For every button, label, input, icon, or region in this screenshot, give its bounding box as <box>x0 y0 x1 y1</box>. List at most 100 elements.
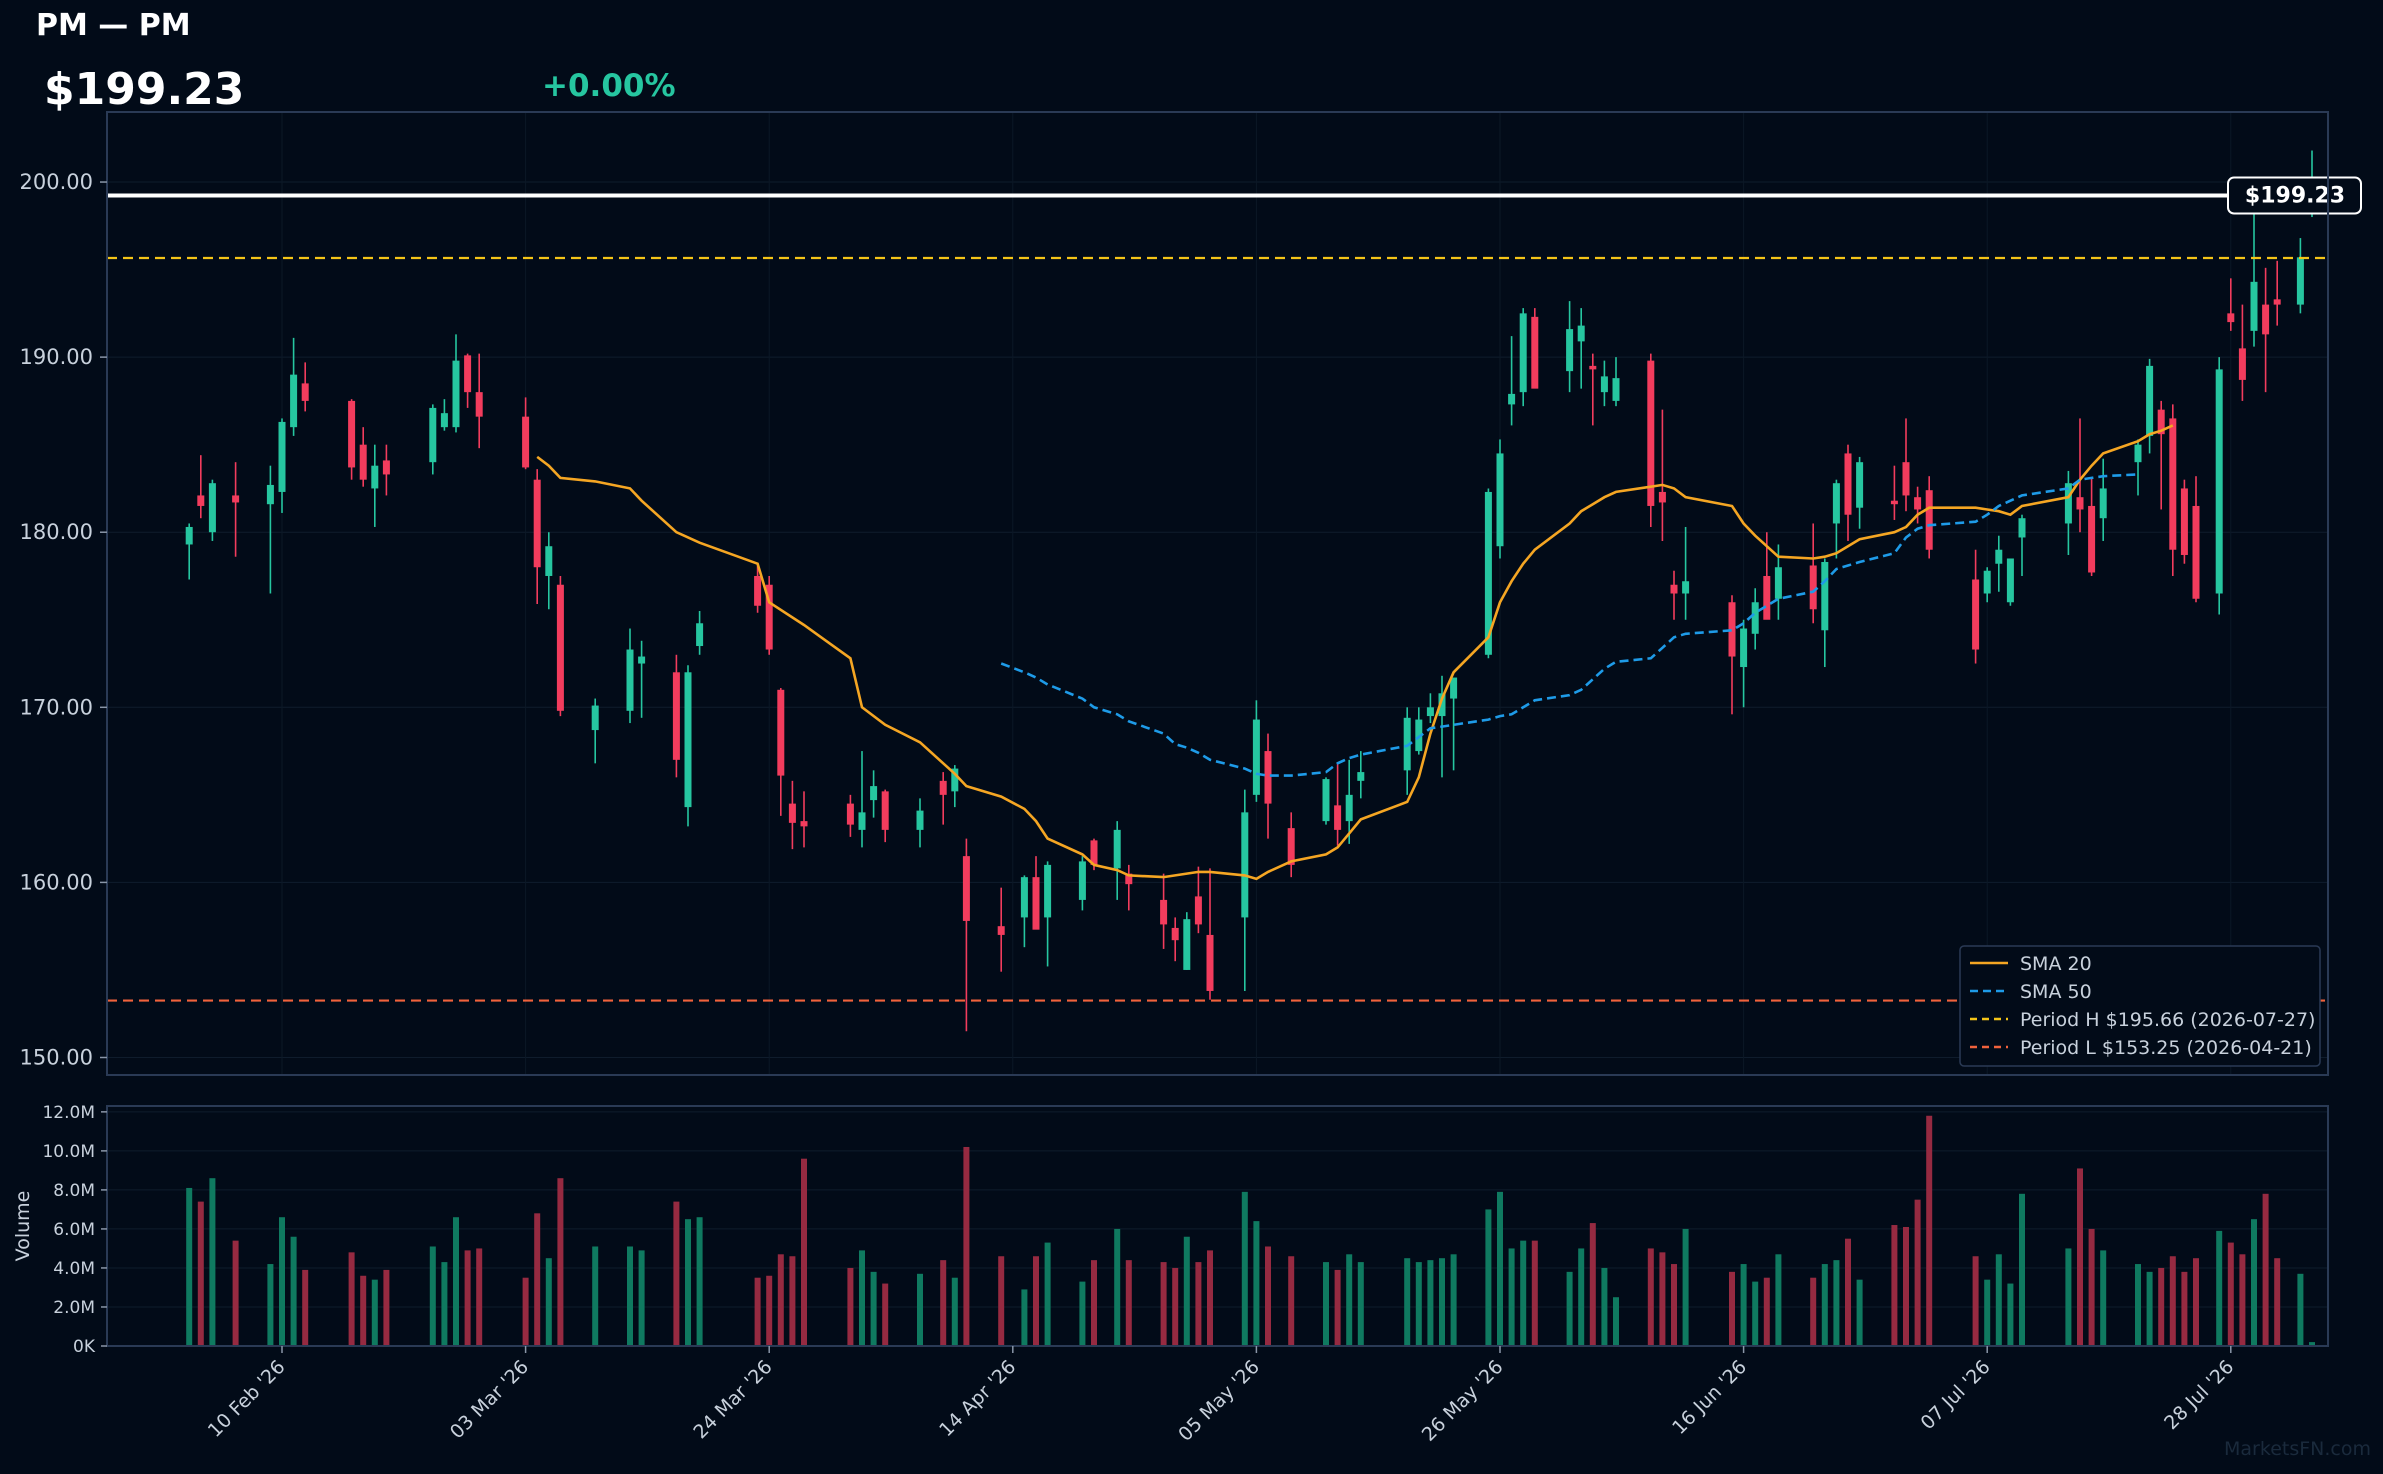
candle-body <box>2250 281 2258 331</box>
candle-body <box>452 360 460 428</box>
candle-body <box>1600 376 1608 393</box>
candle-body <box>197 495 205 506</box>
candle-body <box>696 623 704 647</box>
volume-bar <box>1091 1260 1097 1346</box>
volume-bar <box>197 1201 204 1346</box>
volume-bar <box>1357 1262 1364 1346</box>
volume-bar <box>940 1260 947 1346</box>
volume-bar <box>1450 1254 1457 1346</box>
volume-bar <box>1485 1209 1492 1346</box>
volume-bar <box>1729 1271 1735 1346</box>
volume-tick-label: 2.0M <box>53 1298 95 1318</box>
candle-body <box>800 821 808 827</box>
candle-body <box>2192 505 2200 599</box>
candle-body <box>939 780 947 795</box>
volume-bar <box>777 1254 784 1346</box>
volume-bar <box>1160 1262 1167 1346</box>
candle-body <box>1519 313 1527 393</box>
volume-bar <box>1346 1254 1353 1346</box>
volume-bar <box>2251 1219 2257 1346</box>
candle-body <box>2157 409 2165 435</box>
candle-body <box>2088 505 2096 573</box>
volume-bar <box>1439 1258 1445 1346</box>
volume-bar <box>371 1279 378 1346</box>
price-panel-frame <box>106 111 2329 1076</box>
volume-bar <box>267 1264 274 1346</box>
volume-bar <box>870 1271 877 1346</box>
volume-bar <box>2019 1193 2025 1346</box>
x-tick-label: 26 May '26 <box>1418 1356 1508 1446</box>
legend-label: Period L $153.25 (2026-04-21) <box>2020 1037 2312 1059</box>
candle-body <box>429 407 437 463</box>
candle-body <box>1508 393 1516 405</box>
candle-body <box>1113 829 1121 869</box>
volume-bar <box>464 1250 471 1346</box>
candle-body <box>1809 565 1817 610</box>
candle-body <box>858 812 866 830</box>
candle-body <box>278 421 286 492</box>
volume-bar <box>801 1158 807 1346</box>
candle-body <box>591 705 599 731</box>
sma50-line <box>1000 473 2139 777</box>
volume-bar <box>1589 1223 1596 1346</box>
candle-body <box>2227 313 2235 323</box>
candle-body <box>464 355 472 393</box>
candle-body <box>2238 348 2246 380</box>
volume-bar <box>2065 1248 2072 1346</box>
candle-body <box>2099 488 2107 519</box>
candle-body <box>881 791 889 830</box>
volume-bar <box>2135 1264 2141 1346</box>
volume-tick-label: 6.0M <box>53 1220 95 1240</box>
volume-bar <box>917 1273 923 1346</box>
volume-bar <box>1995 1254 2002 1346</box>
volume-grid <box>107 1111 2328 1347</box>
volume-bar <box>1578 1248 1585 1346</box>
volume-bar <box>1613 1297 1619 1346</box>
candle-body <box>371 465 379 489</box>
candle-body <box>1682 581 1690 594</box>
volume-bar <box>1763 1277 1770 1346</box>
candle-body <box>754 575 762 606</box>
candle-body <box>1983 570 1991 594</box>
legend-box <box>1959 945 2321 1067</box>
candle-body <box>788 803 796 823</box>
volume-bar <box>1821 1264 1828 1346</box>
volume-bar <box>963 1146 970 1346</box>
candle-body <box>672 672 680 760</box>
volume-bar <box>1241 1191 1248 1346</box>
candle-body <box>348 400 356 468</box>
candle-body <box>1334 805 1342 830</box>
volume-bar <box>2297 1273 2304 1346</box>
candle-body <box>684 672 692 808</box>
candle-body <box>1751 602 1759 634</box>
moving-averages <box>536 424 2174 881</box>
volume-panel-frame <box>106 1105 2329 1347</box>
x-tick-label: 10 Feb '26 <box>204 1356 290 1442</box>
volume-bar <box>1682 1228 1689 1346</box>
candle-body <box>626 649 634 711</box>
last-price-tag-label: $199.23 <box>2245 184 2345 209</box>
candle-body <box>1078 861 1086 900</box>
candle-body <box>522 416 530 468</box>
volume-tick-label: 12.0M <box>42 1103 95 1123</box>
volume-bar <box>1926 1115 1933 1346</box>
candle-body <box>2180 488 2188 555</box>
volume-bar <box>1566 1271 1573 1346</box>
candle-body <box>962 856 970 921</box>
volume-bar <box>1775 1254 1782 1346</box>
volume-bar <box>673 1201 680 1346</box>
price-tick-label: 150.00 <box>20 1045 93 1069</box>
volume-bar <box>1334 1269 1341 1346</box>
volume-bar <box>1183 1236 1190 1346</box>
candle-body <box>185 526 193 545</box>
volume-bar <box>360 1275 367 1346</box>
volume-bar <box>1114 1228 1121 1346</box>
volume-bar <box>1903 1226 1909 1346</box>
watermark: MarketsFN.com <box>2224 1438 2371 1460</box>
candle-body <box>1577 325 1585 342</box>
volume-bar <box>1671 1264 1677 1346</box>
volume-bar <box>429 1246 436 1346</box>
volume-bar <box>1659 1252 1666 1346</box>
candle-body <box>359 444 367 480</box>
candle-body <box>1090 840 1098 865</box>
